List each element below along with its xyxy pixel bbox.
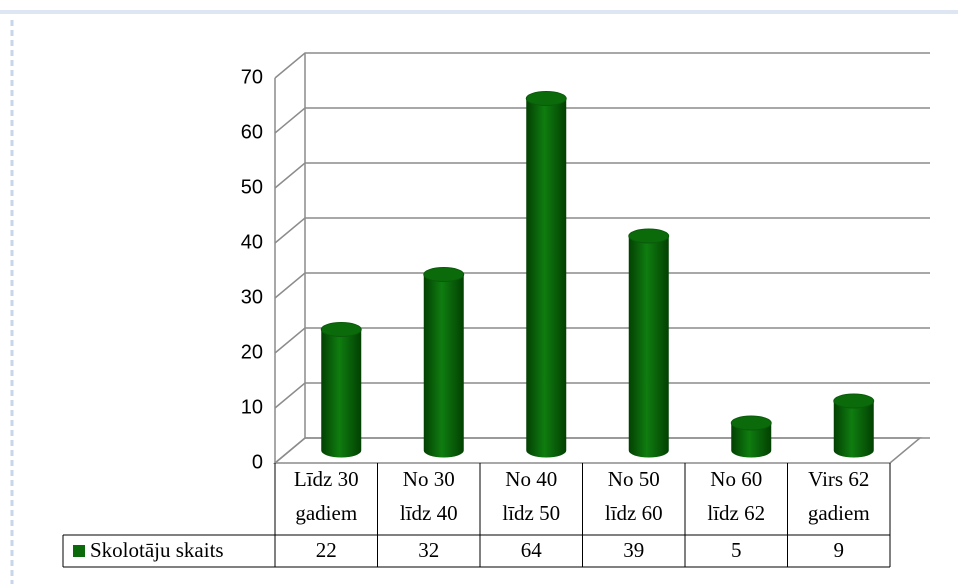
table-grid — [62, 463, 891, 568]
grid-line — [274, 52, 930, 79]
bar-top — [423, 267, 465, 282]
bar — [628, 236, 669, 458]
table-value: 64 — [521, 538, 543, 562]
table-value: 5 — [731, 538, 742, 562]
x-tick-label: Līdz 30 — [294, 467, 359, 491]
y-tick-label: 30 — [241, 286, 263, 308]
bar — [321, 329, 362, 458]
y-tick-label: 40 — [241, 231, 263, 253]
table-value: 22 — [316, 538, 337, 562]
table-value: 32 — [418, 538, 439, 562]
grid-line — [274, 217, 930, 244]
legend-label: Skolotāju skaits — [90, 538, 224, 562]
grid-line — [274, 327, 930, 354]
bar — [731, 423, 772, 458]
x-tick-label: Virs 62 — [808, 467, 869, 491]
x-tick-label: No 30 — [403, 467, 455, 491]
x-tick-label: līdz 40 — [400, 501, 458, 525]
x-tick-label: No 40 — [505, 467, 557, 491]
y-tick-label: 50 — [241, 176, 263, 198]
bar — [526, 98, 567, 458]
y-tick-label: 10 — [241, 396, 263, 418]
grid-line — [274, 382, 930, 409]
bar-top — [525, 91, 567, 106]
floor — [272, 437, 923, 464]
cylinder — [730, 415, 772, 458]
x-tick-label: līdz 62 — [707, 501, 765, 525]
legend-key — [73, 545, 85, 557]
x-tick-label: gadiem — [808, 501, 870, 525]
grid-line — [274, 437, 930, 464]
table-value: 9 — [834, 538, 845, 562]
x-tick-label: No 60 — [710, 467, 762, 491]
x-tick-label: līdz 60 — [605, 501, 663, 525]
y-tick-label: 0 — [252, 451, 263, 473]
grid-line — [274, 162, 930, 189]
y-tick-label: 60 — [241, 121, 263, 143]
cylinder — [320, 322, 362, 458]
cylinder — [628, 228, 670, 458]
bar-top — [628, 228, 670, 244]
cylinder — [525, 91, 567, 458]
x-tick-label: līdz 50 — [502, 501, 560, 525]
cylinder — [423, 267, 465, 458]
bar-top — [320, 322, 362, 337]
grid-line — [274, 272, 930, 299]
y-tick-label: 70 — [241, 66, 263, 88]
cylinder — [833, 393, 875, 458]
bar — [423, 274, 464, 458]
x-tick-label: gadiem — [295, 501, 357, 525]
x-tick-label: No 50 — [608, 467, 660, 491]
grid-line — [274, 107, 930, 134]
y-tick-label: 20 — [241, 341, 263, 363]
table-value: 39 — [623, 538, 644, 562]
page-edge — [0, 10, 958, 14]
bar — [833, 401, 874, 458]
bar-top — [730, 415, 772, 431]
bar-top — [833, 393, 875, 409]
